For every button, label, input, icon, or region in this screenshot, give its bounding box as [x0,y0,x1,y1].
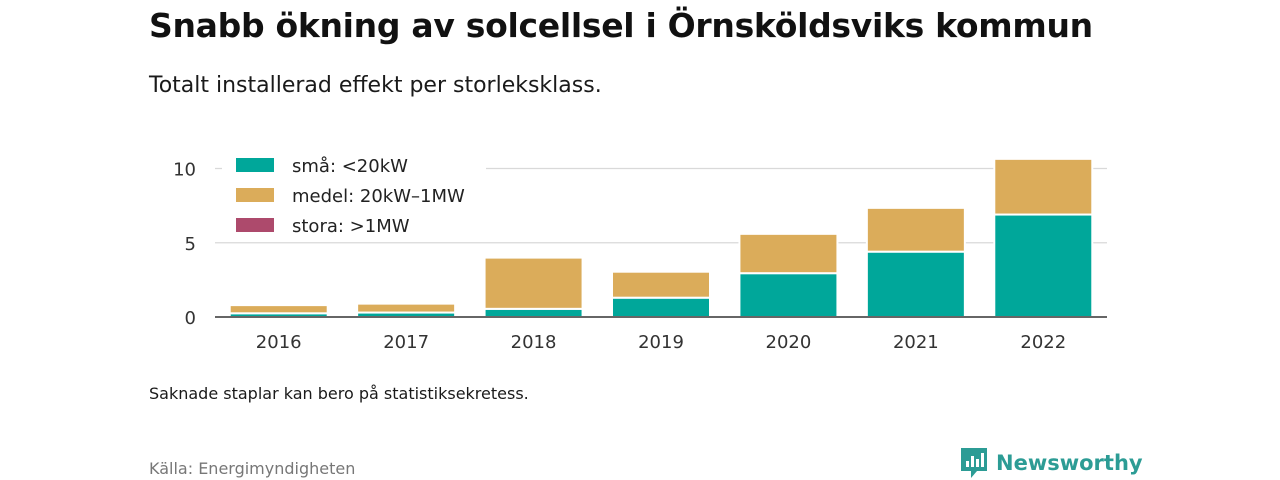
chart-title: Snabb ökning av solcellsel i Örnsköldsvi… [149,6,1093,45]
x-tick-label: 2019 [638,332,684,353]
legend-label: medel: 20kW–1MW [292,186,465,207]
bar-segment [865,250,966,318]
x-tick-label: 2021 [893,332,939,353]
bar-segment [228,304,329,315]
brand-name: Newsworthy [996,451,1143,475]
x-tick-label: 2018 [511,332,557,353]
bar-segment [356,302,457,314]
bar-segment [993,213,1094,318]
x-tick-label: 2020 [766,332,812,353]
chart-subtitle: Totalt installerad effekt per storlekskl… [149,73,602,98]
bar-segment [993,157,1094,216]
x-tick-label: 2017 [383,332,429,353]
bar-stacks [228,157,1094,319]
bar-segment [738,272,839,319]
bar-segment [483,307,584,318]
bar-segment [865,206,966,253]
chart-note: Saknade staplar kan bero på statistiksek… [149,384,529,403]
bar-segment [738,232,839,275]
x-tick-label: 2022 [1020,332,1066,353]
source-credit: Källa: Energimyndigheten [149,459,356,478]
bar-segment [611,270,711,299]
legend-swatch [236,188,274,202]
legend-swatch [236,158,274,172]
newsworthy-logo-icon [961,448,987,478]
legend-label: stora: >1MW [292,216,410,237]
y-tick-label: 10 [173,160,196,181]
stacked-bar-chart: 0 5 10 2016 2017 2018 2019 2020 2021 2022 små: <2… [173,144,1107,353]
legend-label: små: <20kW [292,156,408,177]
legend-swatch [236,218,274,232]
newsworthy-brand: Newsworthy [960,447,1143,479]
x-tick-label: 2016 [256,332,302,353]
bar-segment [483,256,584,310]
axes: 0 5 10 2016 2017 2018 2019 2020 2021 2022 [173,160,1107,353]
y-tick-label: 0 [185,308,196,329]
y-tick-label: 5 [185,234,196,255]
legend: små: <20kW medel: 20kW–1MW stora: >1MW [222,144,486,242]
bar-segment [611,296,711,319]
